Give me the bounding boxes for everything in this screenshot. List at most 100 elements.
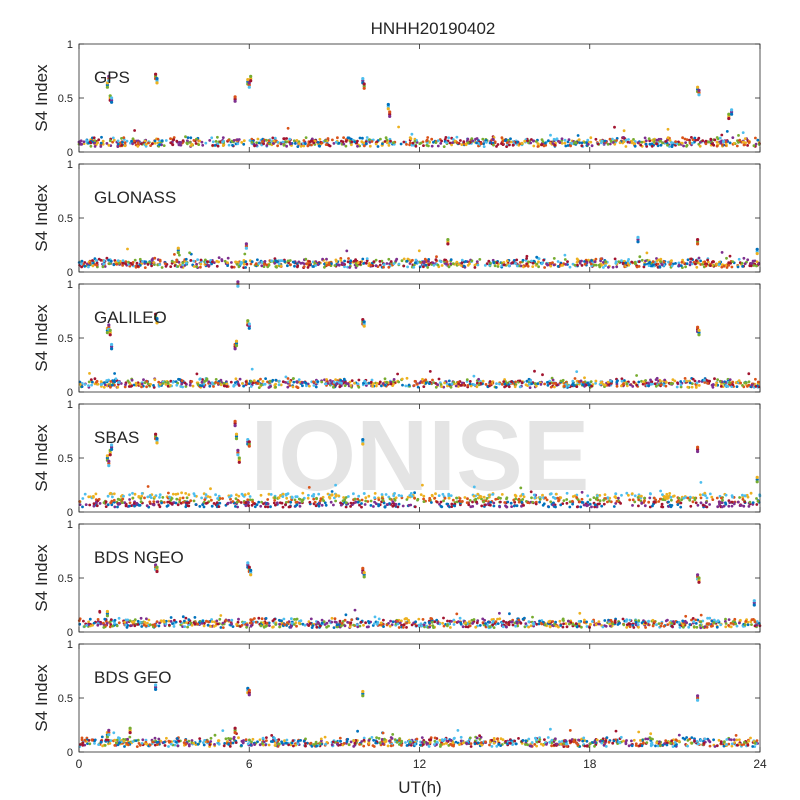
data-point bbox=[358, 136, 362, 140]
data-point bbox=[124, 383, 127, 386]
data-point bbox=[578, 261, 582, 265]
data-point bbox=[199, 262, 203, 266]
spike-point bbox=[110, 342, 114, 347]
data-point bbox=[250, 141, 254, 144]
data-point bbox=[131, 142, 135, 146]
data-point bbox=[177, 377, 180, 381]
data-point bbox=[659, 143, 663, 147]
data-point bbox=[504, 139, 507, 143]
data-point bbox=[253, 617, 256, 620]
data-point bbox=[282, 137, 286, 141]
data-point bbox=[149, 382, 153, 386]
data-point bbox=[140, 385, 143, 389]
data-point bbox=[278, 379, 281, 383]
data-point bbox=[272, 625, 275, 629]
data-point bbox=[334, 494, 338, 498]
data-point bbox=[485, 141, 488, 144]
panel-plot-area bbox=[79, 44, 760, 152]
data-point bbox=[91, 259, 94, 262]
data-point bbox=[406, 495, 410, 499]
data-point bbox=[196, 258, 200, 262]
data-point bbox=[320, 618, 324, 622]
spike-point bbox=[386, 102, 390, 107]
data-point bbox=[520, 504, 523, 508]
data-point bbox=[548, 261, 552, 265]
data-point bbox=[189, 136, 193, 140]
data-point bbox=[495, 382, 498, 385]
data-point bbox=[357, 494, 361, 498]
data-point bbox=[694, 259, 698, 262]
data-point bbox=[273, 136, 277, 140]
data-point bbox=[562, 499, 566, 502]
data-point bbox=[239, 262, 243, 266]
data-point bbox=[466, 625, 470, 629]
data-point bbox=[332, 142, 336, 145]
data-point bbox=[555, 137, 559, 141]
watermark: IONISE bbox=[251, 400, 590, 512]
data-point bbox=[414, 144, 418, 148]
data-point bbox=[335, 623, 339, 627]
data-point bbox=[613, 125, 616, 129]
data-point bbox=[554, 505, 557, 509]
data-point bbox=[450, 143, 453, 147]
data-point bbox=[724, 493, 728, 497]
data-point bbox=[361, 136, 364, 140]
data-point bbox=[747, 141, 751, 144]
data-point bbox=[218, 501, 222, 505]
data-point bbox=[580, 144, 584, 148]
data-point bbox=[747, 380, 751, 384]
data-point bbox=[756, 499, 760, 503]
data-point bbox=[290, 495, 294, 499]
data-point bbox=[383, 140, 387, 143]
data-point bbox=[667, 500, 670, 504]
data-point bbox=[495, 261, 499, 264]
data-point bbox=[595, 497, 599, 500]
data-point bbox=[668, 263, 672, 266]
data-point bbox=[162, 144, 166, 148]
data-point bbox=[655, 138, 659, 142]
data-point bbox=[130, 139, 134, 143]
data-point bbox=[661, 505, 665, 509]
data-point bbox=[575, 505, 579, 509]
data-point bbox=[596, 502, 600, 506]
data-point bbox=[594, 379, 598, 383]
data-point bbox=[399, 142, 403, 146]
data-point bbox=[306, 496, 310, 500]
data-point bbox=[318, 624, 322, 628]
data-point bbox=[133, 129, 137, 132]
data-point bbox=[636, 496, 640, 499]
data-point bbox=[353, 608, 357, 612]
data-point bbox=[321, 257, 324, 261]
data-point bbox=[637, 504, 640, 508]
data-point bbox=[680, 141, 684, 145]
data-point bbox=[109, 618, 113, 621]
data-point bbox=[214, 493, 218, 497]
data-point bbox=[654, 384, 658, 388]
data-point bbox=[297, 378, 301, 382]
data-point bbox=[509, 140, 513, 144]
data-point bbox=[617, 496, 620, 500]
data-point bbox=[677, 499, 680, 502]
data-point bbox=[670, 504, 674, 507]
data-point bbox=[659, 379, 662, 383]
data-point bbox=[107, 143, 111, 147]
data-point bbox=[664, 384, 668, 388]
data-point bbox=[506, 138, 510, 142]
data-point bbox=[298, 380, 301, 384]
data-point bbox=[507, 385, 511, 389]
data-point bbox=[510, 620, 514, 624]
data-point bbox=[549, 385, 553, 389]
data-point bbox=[633, 500, 637, 504]
spike-point bbox=[755, 252, 759, 256]
data-point bbox=[180, 491, 184, 495]
data-point bbox=[323, 382, 327, 386]
data-point bbox=[245, 382, 249, 386]
data-point bbox=[630, 141, 634, 145]
y-axis-label: S4 Index bbox=[32, 424, 51, 492]
data-point bbox=[450, 620, 453, 623]
data-point bbox=[117, 262, 121, 265]
data-point bbox=[520, 500, 524, 504]
data-point bbox=[392, 378, 396, 381]
data-point bbox=[172, 138, 175, 142]
